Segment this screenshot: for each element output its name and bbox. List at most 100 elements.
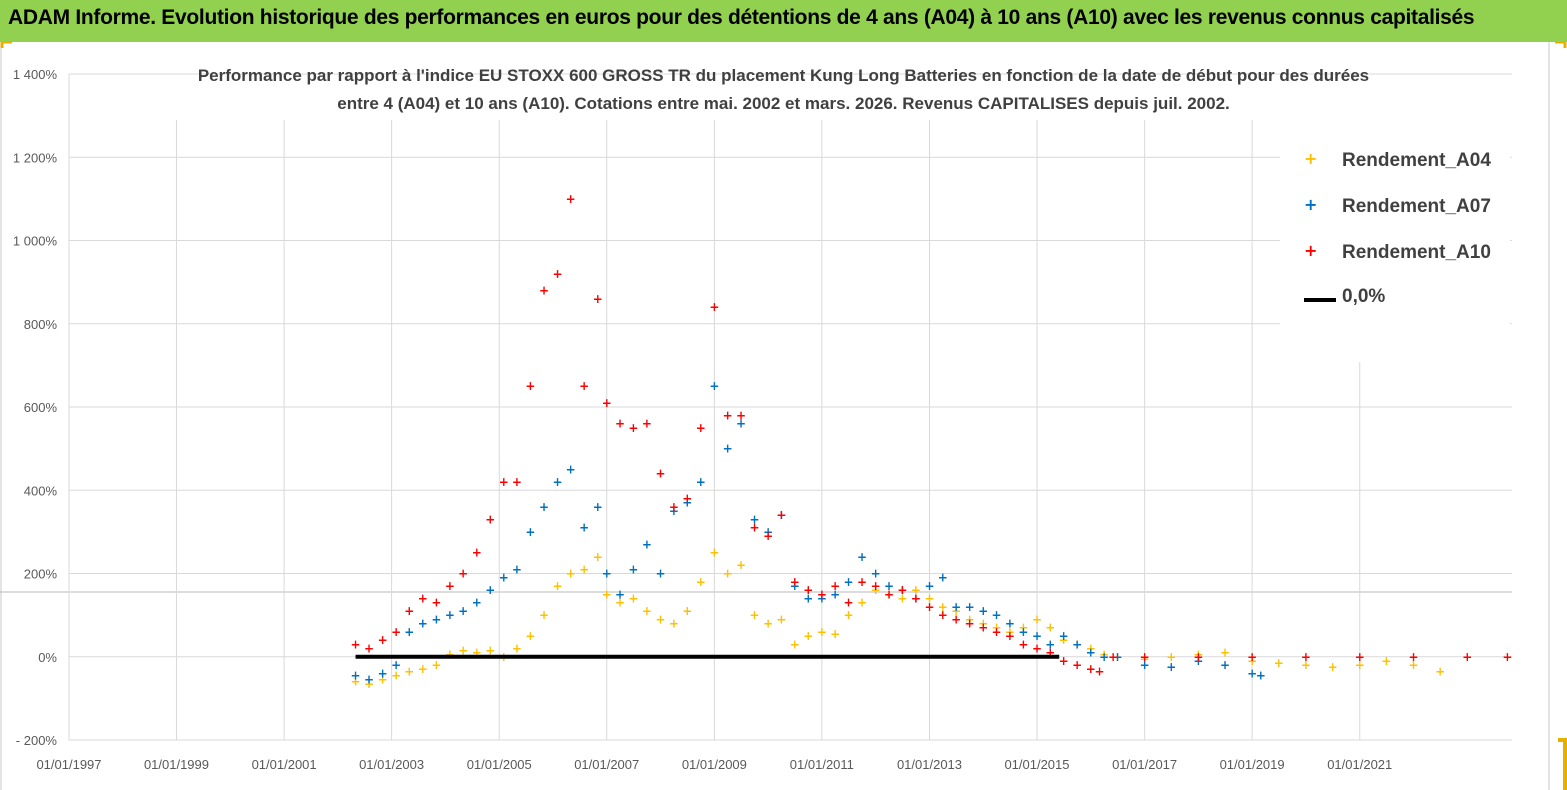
- y-tick-label: 1 200%: [13, 150, 58, 165]
- data-point: +: [911, 591, 921, 605]
- data-point: +: [871, 579, 881, 593]
- legend-label-a10: Rendement_A10: [1342, 242, 1491, 263]
- data-point: +: [911, 591, 921, 605]
- data-point: +: [1018, 625, 1028, 639]
- data-point: +: [615, 587, 625, 601]
- data-point: +: [696, 575, 706, 589]
- data-point: +: [579, 562, 589, 576]
- data-point: +: [897, 583, 907, 597]
- x-tick-label: 01/01/2005: [467, 757, 532, 772]
- data-point: +: [539, 500, 549, 514]
- x-tick-label: 01/01/1997: [36, 757, 101, 772]
- data-point: +: [978, 604, 988, 618]
- x-tick-label: 01/01/2003: [359, 757, 424, 772]
- data-point: +: [579, 521, 589, 535]
- data-point: +: [790, 579, 800, 593]
- data-point: +: [1381, 654, 1391, 668]
- y-tick-label: - 200%: [16, 733, 58, 748]
- data-point: +: [404, 604, 414, 618]
- data-point: +: [830, 579, 840, 593]
- data-point: +: [602, 567, 612, 581]
- data-point: +: [593, 292, 603, 306]
- series-Rendement_A04: + + + + + + ++ + + + ++++++ ++++ +++ ++++++++ +++ + ++++…: [351, 546, 1446, 691]
- data-point: +: [1140, 658, 1150, 672]
- data-point: +: [709, 300, 719, 314]
- data-point: +: [830, 627, 840, 641]
- data-point: +: [991, 625, 1001, 639]
- data-point: +: [1005, 616, 1015, 630]
- report-title: ADAM Informe. Evolution historique des p…: [8, 6, 1475, 29]
- data-point: +: [709, 546, 719, 560]
- data-point: +: [472, 646, 482, 660]
- data-point: +: [682, 604, 692, 618]
- data-point: +: [1247, 654, 1257, 668]
- data-point: +: [790, 637, 800, 651]
- data-point: +: [951, 604, 961, 618]
- data-point: +: [1032, 641, 1042, 655]
- y-tick-label: 1 000%: [13, 234, 58, 249]
- data-point: +: [615, 417, 625, 431]
- data-point: +: [924, 591, 934, 605]
- data-point: +: [776, 612, 786, 626]
- data-point: +: [965, 612, 975, 626]
- data-point: +: [351, 675, 361, 689]
- data-point: +: [391, 668, 401, 682]
- legend-label-a07: Rendement_A07: [1342, 196, 1491, 217]
- data-point: +: [857, 575, 867, 589]
- data-point: +: [628, 421, 638, 435]
- report-banner: ADAM Informe. Evolution historique des p…: [0, 0, 1567, 42]
- data-point: +: [1328, 660, 1338, 674]
- data-point: +: [750, 512, 760, 526]
- data-point: +: [472, 546, 482, 560]
- y-tick-label: 200%: [24, 567, 58, 582]
- data-point: +: [1220, 646, 1230, 660]
- data-point: +: [642, 537, 652, 551]
- data-point: +: [924, 579, 934, 593]
- data-point: +: [1086, 662, 1096, 676]
- y-tick-label: 600%: [24, 400, 58, 415]
- legend-marker-a04: +: [1304, 149, 1318, 168]
- data-point: +: [404, 625, 414, 639]
- data-point: +: [1086, 641, 1096, 655]
- data-point: +: [965, 600, 975, 614]
- data-point: +: [1193, 654, 1203, 668]
- data-point: +: [1112, 650, 1122, 664]
- data-point: +: [628, 591, 638, 605]
- data-point: +: [696, 475, 706, 489]
- data-point: +: [378, 633, 388, 647]
- y-tick-label: 400%: [24, 483, 58, 498]
- x-tick-label: 01/01/2011: [790, 757, 854, 772]
- data-point: +: [1462, 650, 1472, 664]
- data-point: +: [991, 621, 1001, 635]
- data-point: +: [1193, 648, 1203, 662]
- data-point: +: [1018, 637, 1028, 651]
- data-point: +: [1095, 664, 1105, 678]
- data-point: +: [512, 641, 522, 655]
- data-point: +: [1220, 658, 1230, 672]
- data-point: +: [750, 521, 760, 535]
- data-point: +: [485, 512, 495, 526]
- data-point: +: [418, 616, 428, 630]
- chart-title-line2: entre 4 (A04) et 10 ans (A10). Cotations…: [337, 94, 1230, 113]
- data-point: +: [1408, 650, 1418, 664]
- data-point: +: [391, 658, 401, 672]
- data-point: +: [790, 575, 800, 589]
- data-point: +: [1502, 650, 1512, 664]
- x-tick-label: 01/01/2021: [1327, 757, 1392, 772]
- data-point: +: [378, 666, 388, 680]
- data-point: +: [669, 504, 679, 518]
- y-tick-label: 1 400%: [13, 67, 58, 82]
- data-point: +: [1108, 650, 1118, 664]
- data-point: +: [391, 625, 401, 639]
- x-tick-label: 01/01/2017: [1112, 757, 1177, 772]
- data-point: +: [431, 612, 441, 626]
- data-point: +: [431, 596, 441, 610]
- data-point: +: [1435, 664, 1445, 678]
- data-point: +: [938, 571, 948, 585]
- data-point: +: [1274, 656, 1284, 670]
- data-point: +: [884, 587, 894, 601]
- data-point: +: [512, 475, 522, 489]
- data-point: +: [458, 644, 468, 658]
- x-tick-label: 01/01/2019: [1220, 757, 1285, 772]
- data-point: +: [1256, 668, 1266, 682]
